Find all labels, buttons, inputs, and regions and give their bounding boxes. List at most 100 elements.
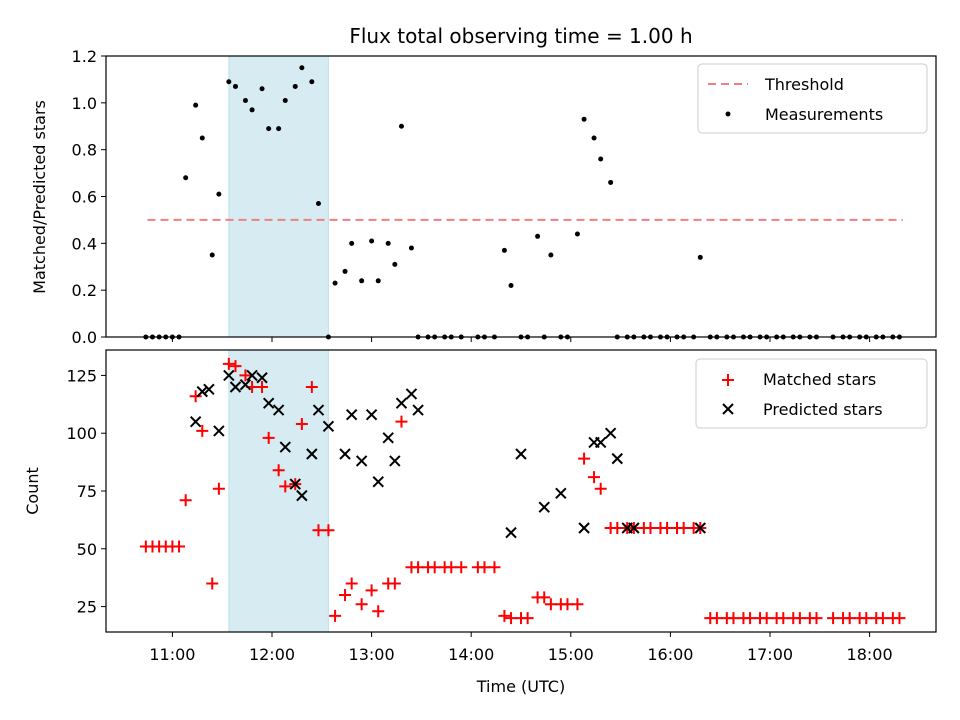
bottom-x-ticks: 11:00 12:00 13:00 14:00 15:00 16:00 17:00 18:00 — [149, 632, 893, 664]
measurement-point — [408, 245, 414, 251]
matched-star-point — [222, 357, 235, 370]
counts-panel: 25 50 75 100 125 11:00 12:00 13:00 14:00 15:00 16… — [23, 349, 937, 696]
matched-star-point — [179, 494, 192, 507]
x-tick-label: 12:00 — [249, 645, 295, 664]
legend-measurements-swatch — [725, 111, 731, 117]
predicted-star-point — [345, 409, 358, 421]
legend-matched-swatch — [722, 374, 734, 386]
measurement-point — [398, 123, 404, 129]
predicted-star-point — [223, 369, 235, 382]
matched-star-point — [256, 380, 269, 393]
x-tick-label: 13:00 — [349, 645, 395, 664]
matched-star-point — [355, 598, 368, 611]
matched-star-point — [305, 380, 318, 393]
measurement-point — [697, 254, 703, 260]
predicted-star-point — [256, 372, 268, 384]
predicted-star-point — [382, 432, 394, 444]
bottom-y-tick-label: 75 — [77, 482, 97, 501]
top-axes-frame — [105, 55, 937, 338]
top-legend-box — [697, 63, 928, 134]
measurement-point — [259, 86, 265, 92]
predicted-star-point — [196, 385, 208, 398]
predicted-star-point — [405, 388, 418, 400]
x-tick-label: 18:00 — [847, 645, 893, 664]
x-tick-label: 17:00 — [747, 645, 793, 664]
matched-star-point — [498, 609, 511, 622]
legend-matched-label: Matched stars — [763, 370, 876, 389]
matched-star-point — [455, 561, 468, 574]
measurement-point — [332, 280, 338, 286]
top-y-tick-label: 0.2 — [72, 281, 97, 300]
measurement-point — [193, 102, 199, 108]
matched-star-point — [521, 612, 534, 625]
matched-star-point — [588, 471, 601, 484]
matched-star-point — [893, 612, 906, 625]
measurement-point — [359, 278, 365, 284]
measurement-point — [508, 282, 514, 288]
predicted-star-point — [355, 455, 368, 467]
predicted-star-point — [555, 487, 567, 500]
legend-measurements-label: Measurements — [765, 105, 883, 124]
measurement-point — [315, 201, 321, 207]
predicted-star-point — [395, 397, 408, 409]
matched-star-point — [329, 609, 342, 622]
matched-star-point — [594, 482, 607, 495]
matched-star-point — [239, 369, 252, 382]
top-highlight-span — [228, 55, 329, 338]
predicted-star-point — [289, 478, 301, 490]
legend-predicted-swatch — [722, 403, 734, 415]
legend-predicted-label: Predicted stars — [763, 400, 883, 419]
measurement-point — [249, 107, 255, 113]
bottom-y-ticks: 25 50 75 100 125 — [66, 366, 106, 617]
predicted-star-point — [312, 404, 325, 416]
x-tick-label: 15:00 — [548, 645, 594, 664]
measurement-point — [276, 126, 282, 132]
matched-star-point — [212, 482, 225, 495]
matched-stars-points — [139, 357, 906, 625]
top-x-ticks — [171, 337, 871, 342]
measurement-point — [608, 179, 614, 185]
matched-star-point — [295, 417, 308, 430]
predicted-star-point — [412, 404, 424, 416]
measurements-points — [143, 65, 902, 340]
measurement-point — [299, 65, 305, 71]
matched-star-point — [388, 577, 401, 590]
measurement-point — [292, 83, 298, 89]
predicted-star-point — [505, 526, 517, 539]
measurement-point — [375, 278, 381, 284]
bottom-y-tick-label: 125 — [66, 366, 97, 385]
predicted-star-point — [306, 448, 318, 460]
measurement-point — [548, 252, 554, 258]
predicted-star-point — [239, 378, 252, 391]
matched-star-point — [488, 561, 501, 574]
x-tick-label: 16:00 — [647, 645, 693, 664]
predicted-star-point — [262, 397, 275, 409]
measurement-point — [309, 79, 315, 85]
measurement-point — [242, 97, 248, 103]
predicted-star-point — [515, 448, 527, 460]
predicted-star-point — [279, 441, 291, 453]
matched-star-point — [262, 431, 275, 444]
top-y-tick-label: 1.0 — [72, 94, 97, 113]
matched-star-point — [578, 452, 591, 465]
predicted-star-point — [594, 436, 607, 449]
matched-star-point — [372, 605, 385, 618]
top-y-tick-label: 0.0 — [72, 328, 97, 347]
measurement-point — [392, 261, 398, 267]
matched-star-point — [571, 598, 584, 611]
matched-star-point — [322, 524, 335, 537]
measurement-point — [581, 116, 587, 122]
bottom-highlight-span — [228, 349, 329, 633]
predicted-star-point — [339, 448, 351, 460]
bottom-y-axis-label: Count — [23, 467, 42, 515]
predicted-star-point — [272, 404, 285, 416]
measurement-point — [342, 268, 348, 274]
measurement-point — [535, 233, 541, 239]
predicted-star-point — [213, 425, 225, 437]
x-tick-label: 14:00 — [448, 645, 494, 664]
top-legend: Threshold Measurements — [697, 63, 928, 134]
flux-ratio-panel: 0.0 0.2 0.4 0.6 0.8 1.0 1.2 Flux total observi… — [30, 24, 937, 347]
measurement-point — [574, 231, 580, 237]
x-tick-label: 11:00 — [149, 645, 195, 664]
matched-star-point — [810, 612, 823, 625]
